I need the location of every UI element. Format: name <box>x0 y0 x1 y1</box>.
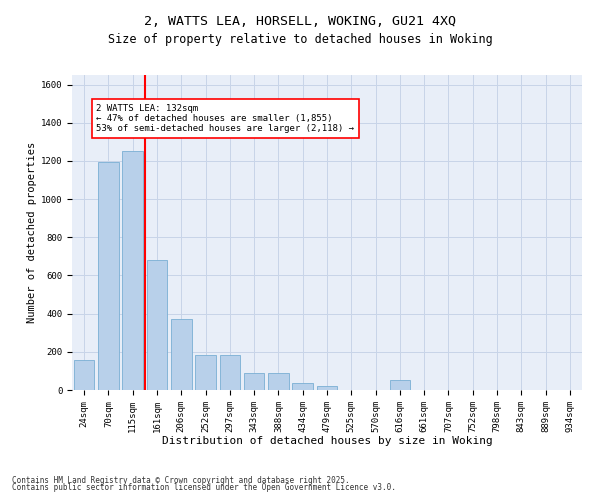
Text: Contains HM Land Registry data © Crown copyright and database right 2025.: Contains HM Land Registry data © Crown c… <box>12 476 350 485</box>
Text: 2, WATTS LEA, HORSELL, WOKING, GU21 4XQ: 2, WATTS LEA, HORSELL, WOKING, GU21 4XQ <box>144 15 456 28</box>
Bar <box>317 386 337 390</box>
Bar <box>146 260 167 390</box>
Bar <box>98 162 119 390</box>
Bar <box>268 373 289 390</box>
Bar <box>389 380 410 390</box>
Text: Contains public sector information licensed under the Open Government Licence v3: Contains public sector information licen… <box>12 484 396 492</box>
Bar <box>171 320 191 390</box>
Bar <box>292 384 313 390</box>
Text: 2 WATTS LEA: 132sqm
← 47% of detached houses are smaller (1,855)
53% of semi-det: 2 WATTS LEA: 132sqm ← 47% of detached ho… <box>96 104 354 134</box>
Text: Size of property relative to detached houses in Woking: Size of property relative to detached ho… <box>107 32 493 46</box>
Y-axis label: Number of detached properties: Number of detached properties <box>26 142 37 323</box>
Bar <box>122 152 143 390</box>
X-axis label: Distribution of detached houses by size in Woking: Distribution of detached houses by size … <box>161 436 493 446</box>
Bar <box>244 373 265 390</box>
Bar <box>195 354 216 390</box>
Bar <box>74 360 94 390</box>
Bar <box>220 354 240 390</box>
